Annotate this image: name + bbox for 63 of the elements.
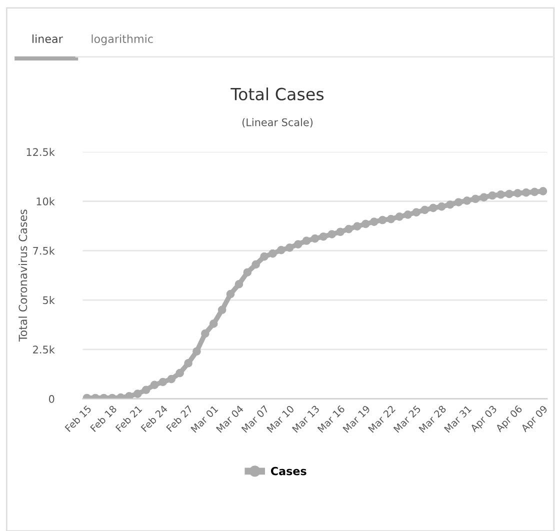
- point: [446, 200, 454, 209]
- point: [142, 386, 150, 394]
- point: [285, 244, 294, 252]
- point: [319, 232, 328, 241]
- point: [209, 320, 218, 328]
- point: [454, 198, 463, 206]
- point: [437, 202, 446, 211]
- point: [505, 190, 514, 198]
- y-tick-label: 0: [48, 395, 54, 403]
- point: [218, 306, 226, 314]
- legend-label: Cases: [270, 466, 306, 476]
- point: [471, 194, 480, 204]
- point: [420, 206, 429, 214]
- point: [328, 230, 336, 238]
- point: [252, 260, 260, 269]
- point: [310, 234, 320, 243]
- point: [150, 380, 159, 390]
- point: [234, 280, 244, 288]
- y-axis-title: Total Coronavirus Cases: [18, 210, 28, 342]
- y-tick-label: 12.5k: [26, 148, 55, 156]
- point: [395, 212, 404, 221]
- point: [361, 220, 370, 228]
- point: [412, 208, 420, 216]
- point: [184, 359, 192, 368]
- text: logarithmic: [92, 34, 153, 46]
- point: [294, 240, 302, 248]
- chart-subtitle: (Linear Scale): [242, 118, 313, 128]
- point: [530, 188, 539, 196]
- point: [268, 249, 277, 258]
- point: [488, 191, 496, 200]
- x-tick-label: Feb 21: [115, 404, 142, 432]
- y-tick-label: 5k: [43, 296, 55, 304]
- point: [353, 222, 362, 231]
- point: [378, 216, 387, 224]
- point: [404, 210, 412, 219]
- point: [336, 228, 344, 236]
- point: [124, 392, 134, 399]
- point: [480, 193, 488, 202]
- point: [167, 374, 176, 384]
- point: [243, 268, 252, 277]
- point: [370, 218, 378, 226]
- point: [302, 236, 311, 245]
- point: [277, 246, 286, 254]
- point: [538, 187, 548, 196]
- y-tick-label: 2.5k: [33, 345, 55, 354]
- chart-title: Total Cases: [230, 88, 324, 100]
- point: [200, 329, 210, 338]
- y-tick-label: 7.5k: [33, 246, 55, 255]
- text: linear: [32, 34, 63, 44]
- point: [192, 347, 201, 356]
- point: [344, 224, 353, 234]
- point: [429, 204, 438, 212]
- point: [462, 196, 472, 205]
- point: [133, 390, 142, 398]
- point: [496, 190, 505, 199]
- point: [522, 188, 530, 197]
- point: [226, 290, 235, 298]
- point: [386, 214, 396, 224]
- y-tick-label: 10k: [36, 197, 55, 206]
- point: [158, 378, 168, 386]
- point: [514, 188, 522, 198]
- point: [176, 368, 184, 378]
- point: [260, 252, 268, 261]
